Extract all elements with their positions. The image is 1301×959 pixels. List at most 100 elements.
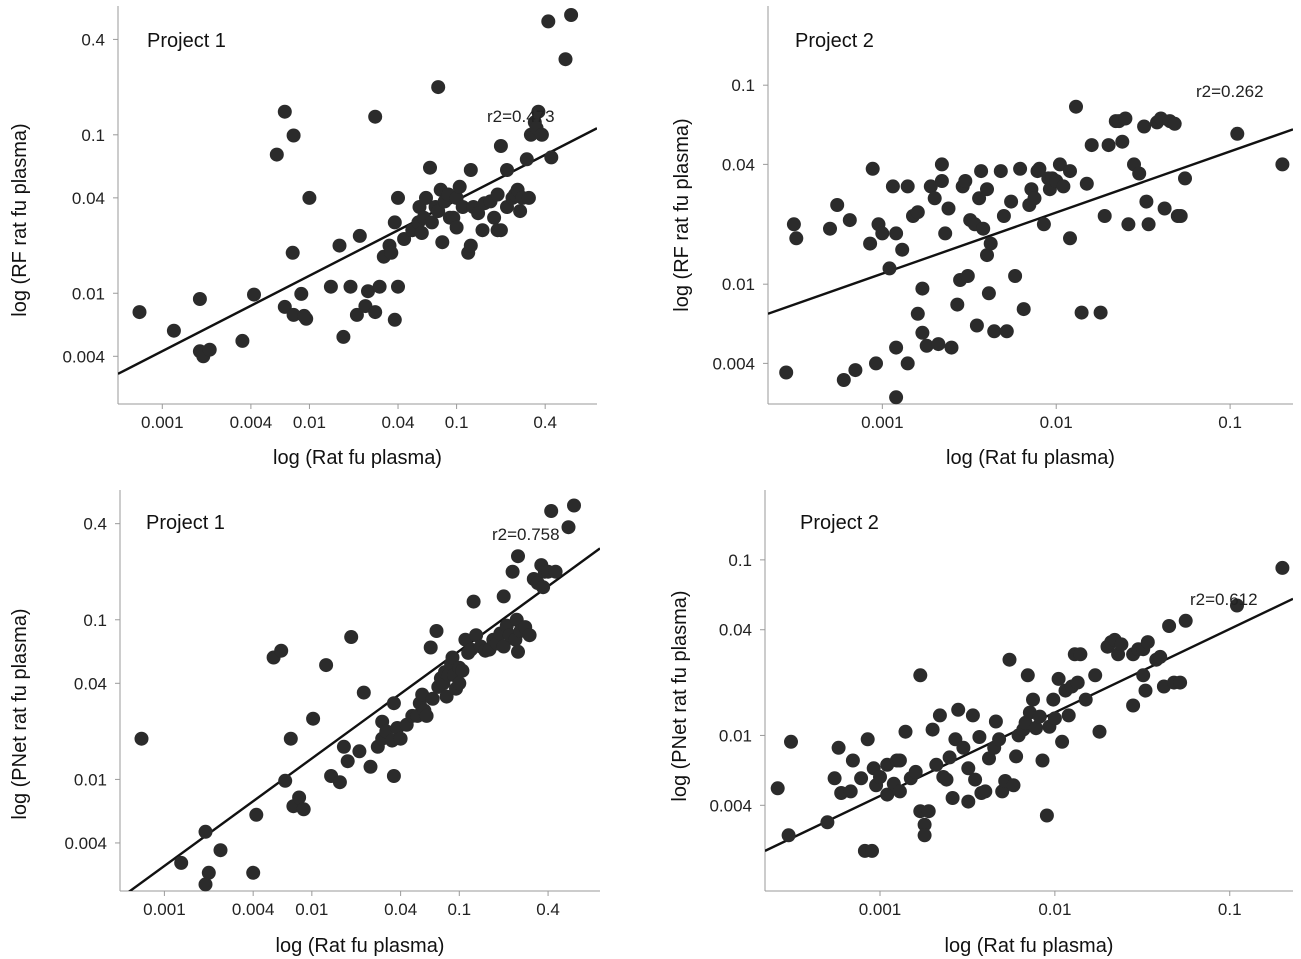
data-point <box>445 650 460 665</box>
data-point <box>865 843 879 858</box>
data-point <box>323 279 338 294</box>
panel-title: Project 2 <box>800 512 879 534</box>
x-tick-label: 0.001 <box>859 900 902 919</box>
data-point <box>363 759 378 774</box>
x-tick-label: 0.1 <box>1218 413 1242 432</box>
data-point <box>340 754 355 769</box>
data-point <box>415 687 430 702</box>
data-point <box>1173 209 1188 223</box>
data-point <box>397 232 412 246</box>
data-point <box>423 640 438 655</box>
data-point <box>352 744 367 759</box>
y-tick-label: 0.4 <box>81 30 105 49</box>
data-point <box>1167 116 1182 131</box>
data-point <box>1047 711 1062 726</box>
data-point <box>996 209 1011 223</box>
data-point <box>294 286 309 301</box>
data-point <box>132 305 147 320</box>
data-point <box>958 174 973 188</box>
data-point <box>439 689 454 704</box>
x-tick-label: 0.04 <box>381 413 414 432</box>
data-point <box>1009 749 1024 764</box>
x-tick-label: 0.1 <box>1218 900 1242 919</box>
data-point <box>919 338 934 353</box>
r2-annotation: r2=0.262 <box>1196 82 1264 101</box>
data-point <box>452 179 467 194</box>
panel-title: Project 1 <box>146 512 225 534</box>
data-point <box>201 865 216 880</box>
data-point <box>1230 126 1245 141</box>
x-tick-label: 0.01 <box>1038 900 1071 919</box>
data-point <box>960 269 975 283</box>
data-point <box>343 279 358 294</box>
data-point <box>1136 668 1151 683</box>
data-point <box>1084 138 1099 153</box>
data-point <box>1073 647 1088 662</box>
data-point <box>283 731 298 746</box>
data-point <box>1016 302 1031 317</box>
x-axis-label: log (Rat fu plasma) <box>945 935 1114 957</box>
data-point <box>391 279 405 294</box>
y-tick-label: 0.004 <box>62 347 105 366</box>
data-point <box>561 520 576 535</box>
data-point <box>934 157 949 172</box>
data-point <box>1092 724 1107 739</box>
data-point <box>983 236 998 251</box>
y-tick-label: 0.1 <box>81 126 105 145</box>
data-point <box>944 340 959 355</box>
data-point <box>292 790 307 805</box>
data-point <box>974 164 989 179</box>
data-point <box>915 281 930 296</box>
data-point <box>779 365 794 380</box>
data-point <box>134 731 149 746</box>
data-point <box>544 150 559 165</box>
data-point <box>972 191 987 206</box>
data-point <box>1178 613 1193 628</box>
regression-line <box>118 127 597 375</box>
data-point <box>455 200 470 214</box>
data-point <box>976 221 991 236</box>
data-point <box>843 784 858 799</box>
y-axis-label: log (RF rat fu plasma) <box>671 118 693 311</box>
data-point <box>900 179 915 194</box>
y-tick-label: 0.004 <box>709 796 752 815</box>
r2-annotation: r2=0.758 <box>492 525 560 544</box>
y-tick-label: 0.04 <box>72 189 105 208</box>
data-point <box>302 190 317 205</box>
data-point <box>531 104 546 119</box>
data-point <box>1230 598 1244 613</box>
data-point <box>198 824 213 839</box>
data-point <box>889 390 904 405</box>
data-point <box>1035 753 1050 768</box>
data-point <box>987 324 1002 339</box>
data-point <box>277 104 292 119</box>
data-point <box>1101 138 1116 153</box>
data-point <box>1008 269 1023 283</box>
data-point <box>1178 171 1192 186</box>
y-axis-label: log (RF rat fu plasma) <box>9 123 31 316</box>
data-point <box>429 624 444 638</box>
data-point <box>522 628 537 643</box>
data-point <box>898 724 913 739</box>
data-point <box>544 504 559 518</box>
data-point <box>921 804 936 819</box>
data-point <box>982 751 996 766</box>
data-point <box>1132 166 1147 181</box>
x-tick-label: 0.001 <box>143 900 186 919</box>
data-point <box>306 711 321 726</box>
panel-title: Project 2 <box>795 30 874 52</box>
x-tick-label: 0.04 <box>384 900 417 919</box>
data-point <box>969 318 984 333</box>
data-point <box>1036 217 1051 232</box>
data-point <box>1013 161 1028 176</box>
r2-annotation: r2=0.612 <box>1190 590 1258 609</box>
data-point <box>274 643 289 658</box>
data-point <box>951 702 966 717</box>
data-point <box>235 333 250 348</box>
data-point <box>830 198 845 212</box>
data-point <box>786 217 801 232</box>
y-tick-label: 0.004 <box>712 354 755 373</box>
data-point <box>875 226 890 241</box>
data-point <box>965 708 980 723</box>
data-point <box>471 206 486 221</box>
